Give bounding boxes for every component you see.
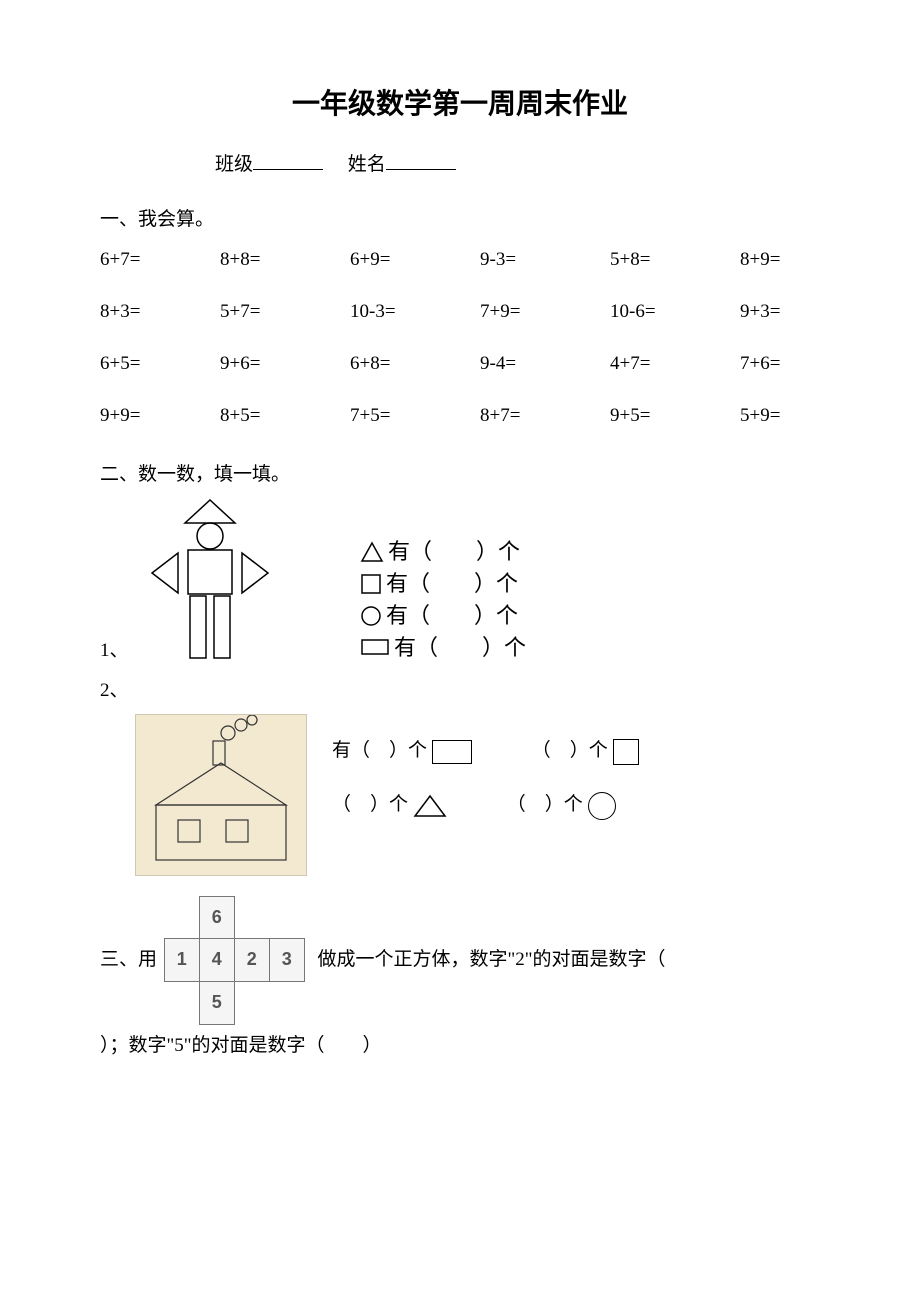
calc-cell: 5+8= — [610, 243, 740, 277]
q2-2-num: 2、 — [100, 674, 130, 708]
net-r4: 3 — [269, 939, 304, 982]
calc-cell: 9+3= — [740, 295, 820, 329]
net-top: 6 — [199, 896, 234, 939]
rect-line: 有（ ）个 — [394, 632, 526, 664]
s3-line2: ）；数字"5"的对面是数字（ ） — [100, 1035, 382, 1056]
paren-tri: （ ）个 — [332, 794, 408, 815]
section3: 三、用 6 1 4 2 3 5 做成一个正方体，数字"2"的对面是数字（ ）；数… — [100, 896, 820, 1067]
s3-after: 做成一个正方体，数字"2"的对面是数字（ — [318, 949, 666, 970]
calc-cell: 5+7= — [220, 295, 350, 329]
circle-icon — [360, 605, 382, 627]
rect-icon — [360, 638, 390, 658]
calc-cell: 8+9= — [740, 243, 820, 277]
cube-net: 6 1 4 2 3 5 — [164, 896, 305, 1025]
calc-cell: 9+6= — [220, 347, 350, 381]
calc-cell: 8+8= — [220, 243, 350, 277]
calc-cell: 9+5= — [610, 399, 740, 433]
calc-cell: 7+6= — [740, 347, 820, 381]
house-figure — [135, 714, 307, 876]
name-blank[interactable] — [386, 150, 456, 170]
calc-cell: 6+5= — [100, 347, 220, 381]
square-icon — [613, 739, 639, 765]
calc-cell: 10-3= — [350, 295, 480, 329]
name-label: 姓名 — [348, 154, 386, 175]
paren-circ: （ ）个 — [507, 794, 583, 815]
shape-questions-1: 有（ ）个 有（ ）个 有（ ）个 有（ ）个 — [360, 536, 526, 668]
calc-cell: 6+7= — [100, 243, 220, 277]
info-line: 班级 姓名 — [215, 148, 820, 182]
section2-heading: 二、数一数，填一填。 — [100, 458, 820, 492]
paren-sq: （ ）个 — [532, 740, 608, 761]
q2-1-num: 1、 — [100, 634, 130, 668]
triangle-icon — [360, 541, 384, 563]
net-r3: 2 — [234, 939, 269, 982]
calc-cell: 6+9= — [350, 243, 480, 277]
net-bottom: 5 — [199, 982, 234, 1025]
tri-line: 有（ ）个 — [388, 536, 520, 568]
page-title: 一年级数学第一周周末作业 — [100, 80, 820, 130]
calc-cell: 5+9= — [740, 399, 820, 433]
has-rect: 有（ ）个 — [332, 740, 427, 761]
calc-cell: 4+7= — [610, 347, 740, 381]
calc-cell: 7+5= — [350, 399, 480, 433]
sq-line: 有（ ）个 — [386, 568, 518, 600]
calc-cell: 6+8= — [350, 347, 480, 381]
calc-cell: 9-4= — [480, 347, 610, 381]
triangle-icon — [413, 794, 447, 818]
s3-prefix: 三、用 — [100, 949, 157, 970]
calc-cell: 10-6= — [610, 295, 740, 329]
calc-cell: 9+9= — [100, 399, 220, 433]
person-figure — [140, 498, 290, 668]
class-label: 班级 — [215, 154, 253, 175]
net-r1: 1 — [164, 939, 199, 982]
calc-cell: 7+9= — [480, 295, 610, 329]
q2-1-row: 1、 有（ ）个 有（ ）个 有（ ）个 有（ ）个 — [100, 498, 820, 668]
rect-icon — [432, 740, 472, 764]
square-icon — [360, 573, 382, 595]
calc-cell: 8+7= — [480, 399, 610, 433]
circle-icon — [588, 792, 616, 820]
class-blank[interactable] — [253, 150, 323, 170]
calc-cell: 8+3= — [100, 295, 220, 329]
section1-heading: 一、我会算。 — [100, 203, 820, 237]
house-block: 有（ ）个 （ ）个 （ ）个 （ ）个 — [100, 714, 820, 876]
circ-line: 有（ ）个 — [386, 600, 518, 632]
calc-grid: 6+7= 8+8= 6+9= 9-3= 5+8= 8+9= 8+3= 5+7= … — [100, 243, 820, 434]
house-questions: 有（ ）个 （ ）个 （ ）个 （ ）个 — [332, 714, 639, 842]
calc-cell: 9-3= — [480, 243, 610, 277]
calc-cell: 8+5= — [220, 399, 350, 433]
net-r2: 4 — [199, 939, 234, 982]
